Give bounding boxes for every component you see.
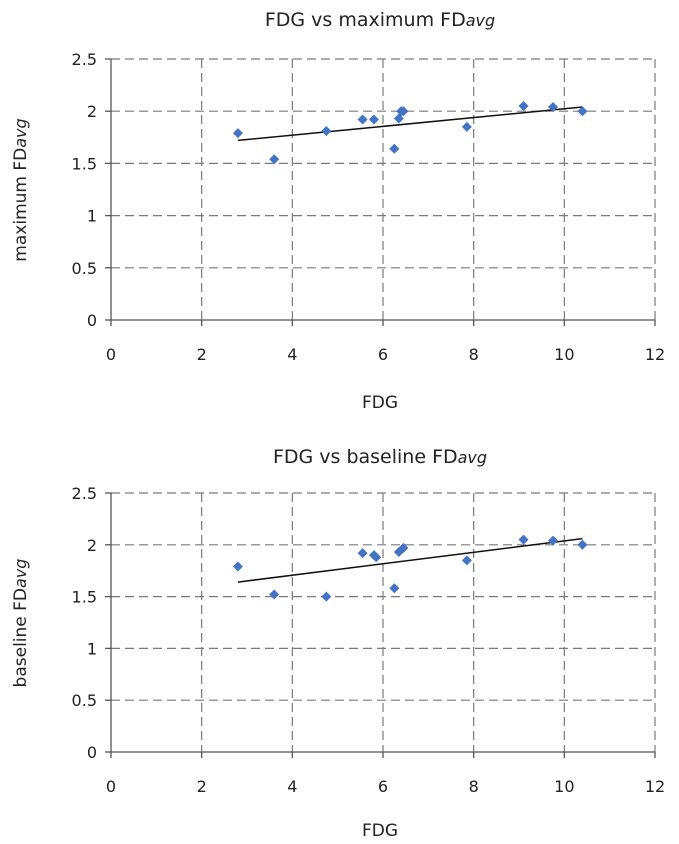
y-axis-label: maximum FDavg — [11, 118, 31, 261]
x-tick-label: 10 — [554, 777, 574, 796]
y-tick-label: 2.5 — [72, 484, 97, 503]
y-tick-label: 0 — [87, 743, 97, 762]
chart-title: FDG vs baseline FDavg — [273, 446, 487, 468]
data-point — [518, 100, 529, 111]
x-tick-label: 8 — [469, 345, 479, 364]
trendline — [237, 537, 583, 583]
data-point — [357, 114, 368, 125]
y-tick-label: 2 — [87, 102, 97, 121]
data-point — [518, 534, 529, 545]
x-tick-label: 4 — [287, 345, 297, 364]
data-point — [389, 583, 400, 594]
y-tick-label: 0.5 — [72, 259, 97, 278]
y-tick-label: 0.5 — [72, 691, 97, 710]
chart-title: FDG vs maximum FDavg — [265, 9, 495, 31]
data-point — [232, 128, 243, 139]
data-point — [232, 561, 243, 572]
y-tick-label: 1.5 — [72, 588, 97, 607]
x-tick-label: 0 — [106, 345, 116, 364]
data-point — [548, 102, 558, 113]
chart-maximum: FDG vs maximum FDavg maximum FDavg FDG 0… — [11, 9, 665, 413]
data-point — [398, 106, 409, 117]
x-tick-label: 10 — [554, 345, 574, 364]
data-point — [269, 589, 280, 600]
x-tick-label: 8 — [469, 777, 479, 796]
x-tick-label: 2 — [197, 777, 207, 796]
x-axis-label: FDG — [362, 821, 398, 841]
x-tick-label: 12 — [645, 777, 665, 796]
data-point — [577, 106, 588, 117]
x-tick-label: 0 — [106, 777, 116, 796]
x-tick-label: 12 — [645, 345, 665, 364]
x-tick-label: 4 — [287, 777, 297, 796]
data-point — [398, 542, 409, 553]
y-axis-label: baseline FDavg — [11, 559, 31, 688]
y-tick-label: 1 — [87, 639, 97, 658]
data-point — [393, 113, 404, 124]
chart-baseline: FDG vs baseline FDavg baseline FDavg FDG… — [11, 446, 665, 841]
x-axis-label: FDG — [362, 393, 398, 413]
data-point — [577, 539, 588, 550]
data-point — [371, 552, 382, 563]
data-point — [548, 535, 558, 546]
y-tick-label: 0 — [87, 311, 97, 330]
data-point — [269, 154, 280, 165]
x-tick-label: 2 — [197, 345, 207, 364]
y-tick-label: 1 — [87, 207, 97, 226]
data-point — [461, 555, 472, 566]
data-point — [389, 143, 400, 154]
data-point — [461, 121, 472, 132]
data-point — [321, 591, 332, 602]
x-tick-label: 6 — [378, 345, 388, 364]
y-tick-label: 2.5 — [72, 50, 97, 69]
data-point — [368, 114, 379, 125]
y-tick-label: 2 — [87, 536, 97, 555]
data-point — [357, 548, 368, 559]
data-point — [321, 126, 332, 137]
x-tick-label: 6 — [378, 777, 388, 796]
trendline — [237, 106, 583, 142]
y-tick-label: 1.5 — [72, 154, 97, 173]
